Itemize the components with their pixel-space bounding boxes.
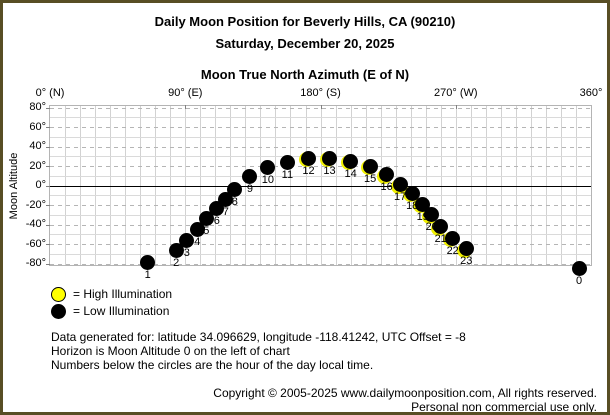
note-data-generated: Data generated for: latitude 34.096629, … [51,330,466,344]
y-tick-label: 40° [29,140,46,152]
x-tick-label: 90° (E) [168,87,203,99]
hour-label: 12 [302,164,315,177]
horizontal-gridline [50,244,591,245]
moon-data-point [445,230,461,246]
y-tick-label: 0° [35,179,46,191]
x-tick-label: 360° [579,87,603,99]
y-major-tick [46,127,50,128]
horizontal-gridline [50,117,591,119]
hour-label: 21 [434,233,447,245]
horizontal-gridline [50,263,591,265]
y-major-tick [46,263,50,265]
horizontal-gridline [50,146,591,148]
x-tick-label: 180° (S) [300,87,341,99]
x-major-tick [185,105,187,109]
hour-label: 9 [246,183,253,196]
y-tick-label: 20° [29,159,46,172]
hour-label: 5 [203,225,210,238]
moon-data-point [322,150,337,166]
hour-label: 0 [575,274,583,287]
legend-label-low: = Low Illumination [73,304,170,318]
page-date: Saturday, December 20, 2025 [215,36,395,51]
hour-label: 11 [281,168,294,181]
high-illumination-marker-icon [51,287,66,302]
moon-data-point [571,260,587,276]
y-major-tick [46,185,50,187]
moon-data-point [433,219,449,234]
hour-label: 2 [173,257,180,270]
y-tick-label: 60° [29,120,46,133]
horizontal-gridline [50,127,591,128]
legend-label-high: = High Illumination [73,287,173,301]
hour-label: 3 [183,246,190,259]
moon-data-point [392,177,408,192]
moon-data-point [179,232,195,248]
moon-data-point [168,243,184,259]
horizontal-gridline [50,195,591,197]
y-major-tick [46,107,50,109]
hour-label: 16 [380,181,393,194]
moon-data-point [362,158,378,174]
x-major-tick [455,105,457,109]
hour-label: 6 [213,215,220,228]
horizontal-gridline [50,166,591,167]
y-major-tick [46,224,50,226]
horizontal-gridline [50,253,591,255]
horizontal-gridline [50,175,591,177]
x-tick-label: 0° (N) [35,87,65,99]
x-axis-title: Moon True North Azimuth (E of N) [200,67,410,82]
y-tick-label: -80° [25,257,46,269]
plot-area: 1 2 3 4 5 6 7 8 9 10 11 12 13 14 15 16 17 18 19 20 21 22 23 0 [49,105,592,287]
hour-label: 7 [222,205,229,218]
horizon-line [50,185,591,187]
x-major-tick [320,105,322,109]
moon-data-point [198,211,214,227]
hour-label: 15 [363,172,377,185]
note-hour-numbers: Numbers below the circles are the hour o… [51,358,374,372]
y-tick-label: -60° [25,237,46,250]
copyright-usage-line: Personal non commercial use only. [411,400,597,414]
hour-label: 8 [231,195,238,208]
moon-data-point [279,154,295,170]
moon-data-point [424,207,440,223]
y-tick-label: 80° [29,101,46,113]
copyright-line: Copyright © 2005-2025 www.dailymoonposit… [213,386,597,400]
hour-label: 22 [446,244,459,257]
y-major-tick [46,244,50,245]
moon-data-point [301,150,316,166]
moon-data-point [227,181,243,197]
y-major-tick [46,205,50,206]
moon-data-point [404,185,420,201]
x-tick-label: 270° (W) [434,87,478,99]
y-axis-title: Moon Altitude [8,152,20,220]
horizontal-gridline [50,205,591,206]
y-tick-label: -40° [25,218,46,230]
note-horizon: Horizon is Moon Altitude 0 on the left o… [51,344,290,358]
hour-label: 14 [344,167,357,180]
horizontal-gridline [50,136,591,138]
moon-data-point [379,167,395,183]
hour-label: 23 [460,255,473,268]
horizontal-gridline [50,214,591,216]
low-illumination-marker-icon [51,304,66,319]
moon-data-point [458,241,474,257]
moon-data-point [140,255,156,271]
hour-label: 1 [144,269,151,282]
horizontal-gridline [50,234,591,236]
page-title: Daily Moon Position for Beverly Hills, C… [154,14,456,29]
moon-data-point [189,221,205,237]
moon-data-point [343,153,359,169]
hour-label: 10 [261,173,275,186]
y-major-tick [46,146,50,148]
moon-data-point [242,169,258,185]
hour-label: 17 [393,191,407,203]
y-tick-label: -20° [25,198,46,211]
y-major-tick [46,166,50,167]
hour-label: 13 [323,164,336,177]
moon-data-point [260,159,276,175]
horizontal-gridline [50,224,591,226]
hour-label: 4 [194,235,201,248]
